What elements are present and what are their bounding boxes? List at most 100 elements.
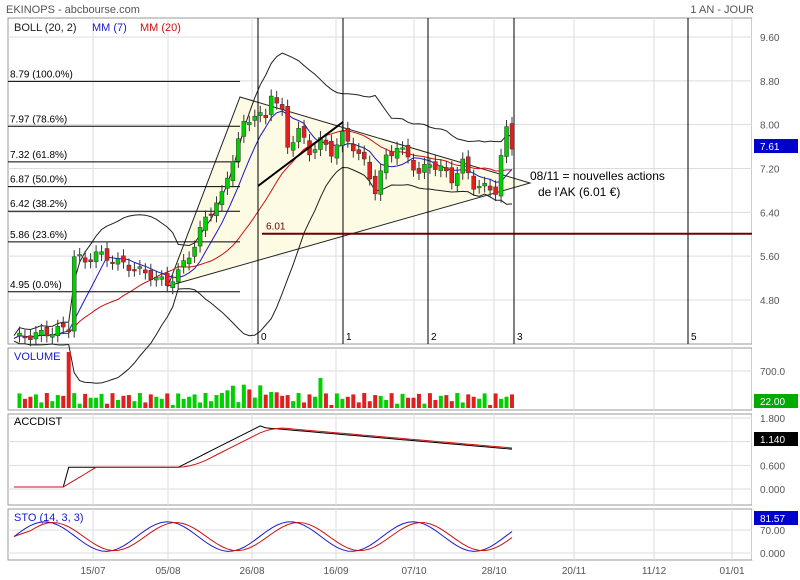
- volume-bar-90: [504, 396, 509, 408]
- volume-bar-63: [356, 402, 361, 408]
- volume-bar-34: [198, 402, 203, 408]
- candle-body-53: [301, 126, 307, 138]
- panel-frames: [7, 17, 800, 561]
- volume-bar-5: [39, 402, 44, 408]
- volume-bar-27: [159, 398, 164, 408]
- fib-label-4: 6.42 (38.2%): [10, 199, 67, 210]
- candle-body-50: [285, 105, 290, 148]
- candle-body-51: [290, 142, 296, 151]
- volume-bar-45: [258, 385, 263, 408]
- candle-body-57: [323, 139, 329, 145]
- xtick-8: 01/01: [719, 566, 744, 577]
- price-ytick-1: 8.80: [760, 77, 780, 88]
- volume-bar-39: [225, 390, 230, 408]
- volume-bar-79: [444, 395, 449, 408]
- volume-bar-74: [416, 393, 421, 408]
- x-axis: 15/07 05/08 26/08 16/09 07/10 28/10 20/11 11/12…: [80, 566, 744, 577]
- volume-bar-12: [77, 403, 82, 408]
- candle-body-67: [378, 170, 383, 195]
- volume-bar-35: [203, 393, 208, 408]
- candle-body-65: [367, 161, 372, 180]
- candle-body-56: [318, 137, 323, 150]
- candle-body-6: [44, 326, 50, 337]
- volume-bar-19: [115, 399, 120, 408]
- volume-bar-72: [406, 397, 411, 408]
- candle-body-66: [372, 175, 378, 195]
- candle-body-49: [279, 104, 285, 110]
- volume-bar-37: [214, 395, 219, 408]
- candle-body-45: [258, 112, 263, 116]
- candle-body-78: [438, 165, 444, 171]
- axis-gutter: [752, 18, 800, 560]
- volume-bar-30: [176, 393, 181, 408]
- volume-bar-67: [378, 395, 383, 408]
- candle-body-28: [164, 273, 170, 286]
- candle-body-26: [154, 276, 159, 281]
- candle-body-90: [504, 126, 509, 157]
- fib-label-3: 6.87 (50.0%): [10, 175, 67, 186]
- vol-last-value: 22.00: [760, 397, 785, 408]
- price-ytick-6: 4.80: [760, 296, 780, 307]
- fib-label-6: 4.95 (0.0%): [10, 280, 62, 291]
- accdist-signal: [14, 427, 513, 488]
- volume-bar-73: [411, 397, 416, 408]
- candle-body-5: [39, 330, 44, 336]
- marker-label-0: 0: [261, 332, 267, 343]
- candle-body-39: [225, 177, 230, 189]
- annotation-line-2: de l'AK (6.01 €): [538, 185, 620, 199]
- candle-body-18: [110, 261, 115, 264]
- candle-body-8: [55, 326, 61, 336]
- volume-bar-87: [488, 404, 493, 408]
- candle-body-22: [132, 269, 137, 272]
- volume-bar-83: [466, 394, 471, 408]
- volume-bar-58: [329, 404, 334, 408]
- volume-bar-38: [219, 392, 224, 408]
- candle-body-37: [214, 202, 219, 217]
- candle-body-68: [383, 154, 389, 174]
- volume-bar-2: [22, 398, 27, 408]
- xtick-3: 16/09: [323, 566, 348, 577]
- price-legend: BOLL (20, 2) MM (7) MM (20): [14, 22, 181, 34]
- volume-bar-51: [291, 401, 296, 408]
- sto-ytick-1: 0.000: [760, 549, 785, 560]
- candle-body-87: [487, 185, 493, 191]
- candle-body-61: [345, 128, 351, 142]
- bollinger-upper: [13, 52, 513, 336]
- volume-bar-43: [247, 389, 252, 408]
- volume-bar-59: [334, 393, 339, 408]
- volume-bar-29: [170, 404, 175, 408]
- fib-label-2: 7.32 (61.8%): [10, 150, 67, 161]
- sto-last-box: [754, 511, 798, 525]
- volume-title: VOLUME: [14, 351, 60, 363]
- fib-label-1: 7.97 (78.6%): [10, 114, 67, 125]
- sto-last-value: 81.57: [760, 514, 785, 525]
- candle-body-52: [296, 128, 301, 143]
- panel-frame-sto: [7, 508, 753, 561]
- xtick-7: 11/12: [642, 566, 667, 577]
- candle-body-74: [416, 168, 422, 174]
- volume-bar-85: [477, 398, 482, 408]
- fibonacci-levels: 8.79 (100.0%) 7.97 (78.6%) 7.32 (61.8%) 6.8…: [8, 69, 240, 293]
- period-label: 1 AN - JOUR: [690, 4, 754, 16]
- candle-body-40: [230, 161, 236, 181]
- candle-body-82: [460, 158, 465, 174]
- candle-body-36: [208, 213, 214, 216]
- volume-bar-91: [510, 394, 514, 408]
- volume-bar-42: [241, 384, 246, 408]
- volume-bar-89: [499, 398, 504, 408]
- marker-label-2: 2: [431, 332, 437, 343]
- candle-body-59: [334, 144, 340, 159]
- candle-body-14: [88, 259, 93, 263]
- candle-body-88: [493, 186, 498, 195]
- chart-title: EKINOPS - abcbourse.com: [6, 4, 140, 16]
- volume-bar-33: [192, 394, 197, 408]
- candle-body-71: [400, 147, 405, 150]
- volume-bar-48: [274, 392, 279, 408]
- sto-k-line: [13, 521, 513, 552]
- candle-body-11: [71, 256, 77, 332]
- candle-body-48: [274, 97, 279, 104]
- volume-bar-9: [61, 395, 66, 408]
- volume-bar-46: [263, 394, 268, 408]
- candle-body-15: [93, 251, 99, 262]
